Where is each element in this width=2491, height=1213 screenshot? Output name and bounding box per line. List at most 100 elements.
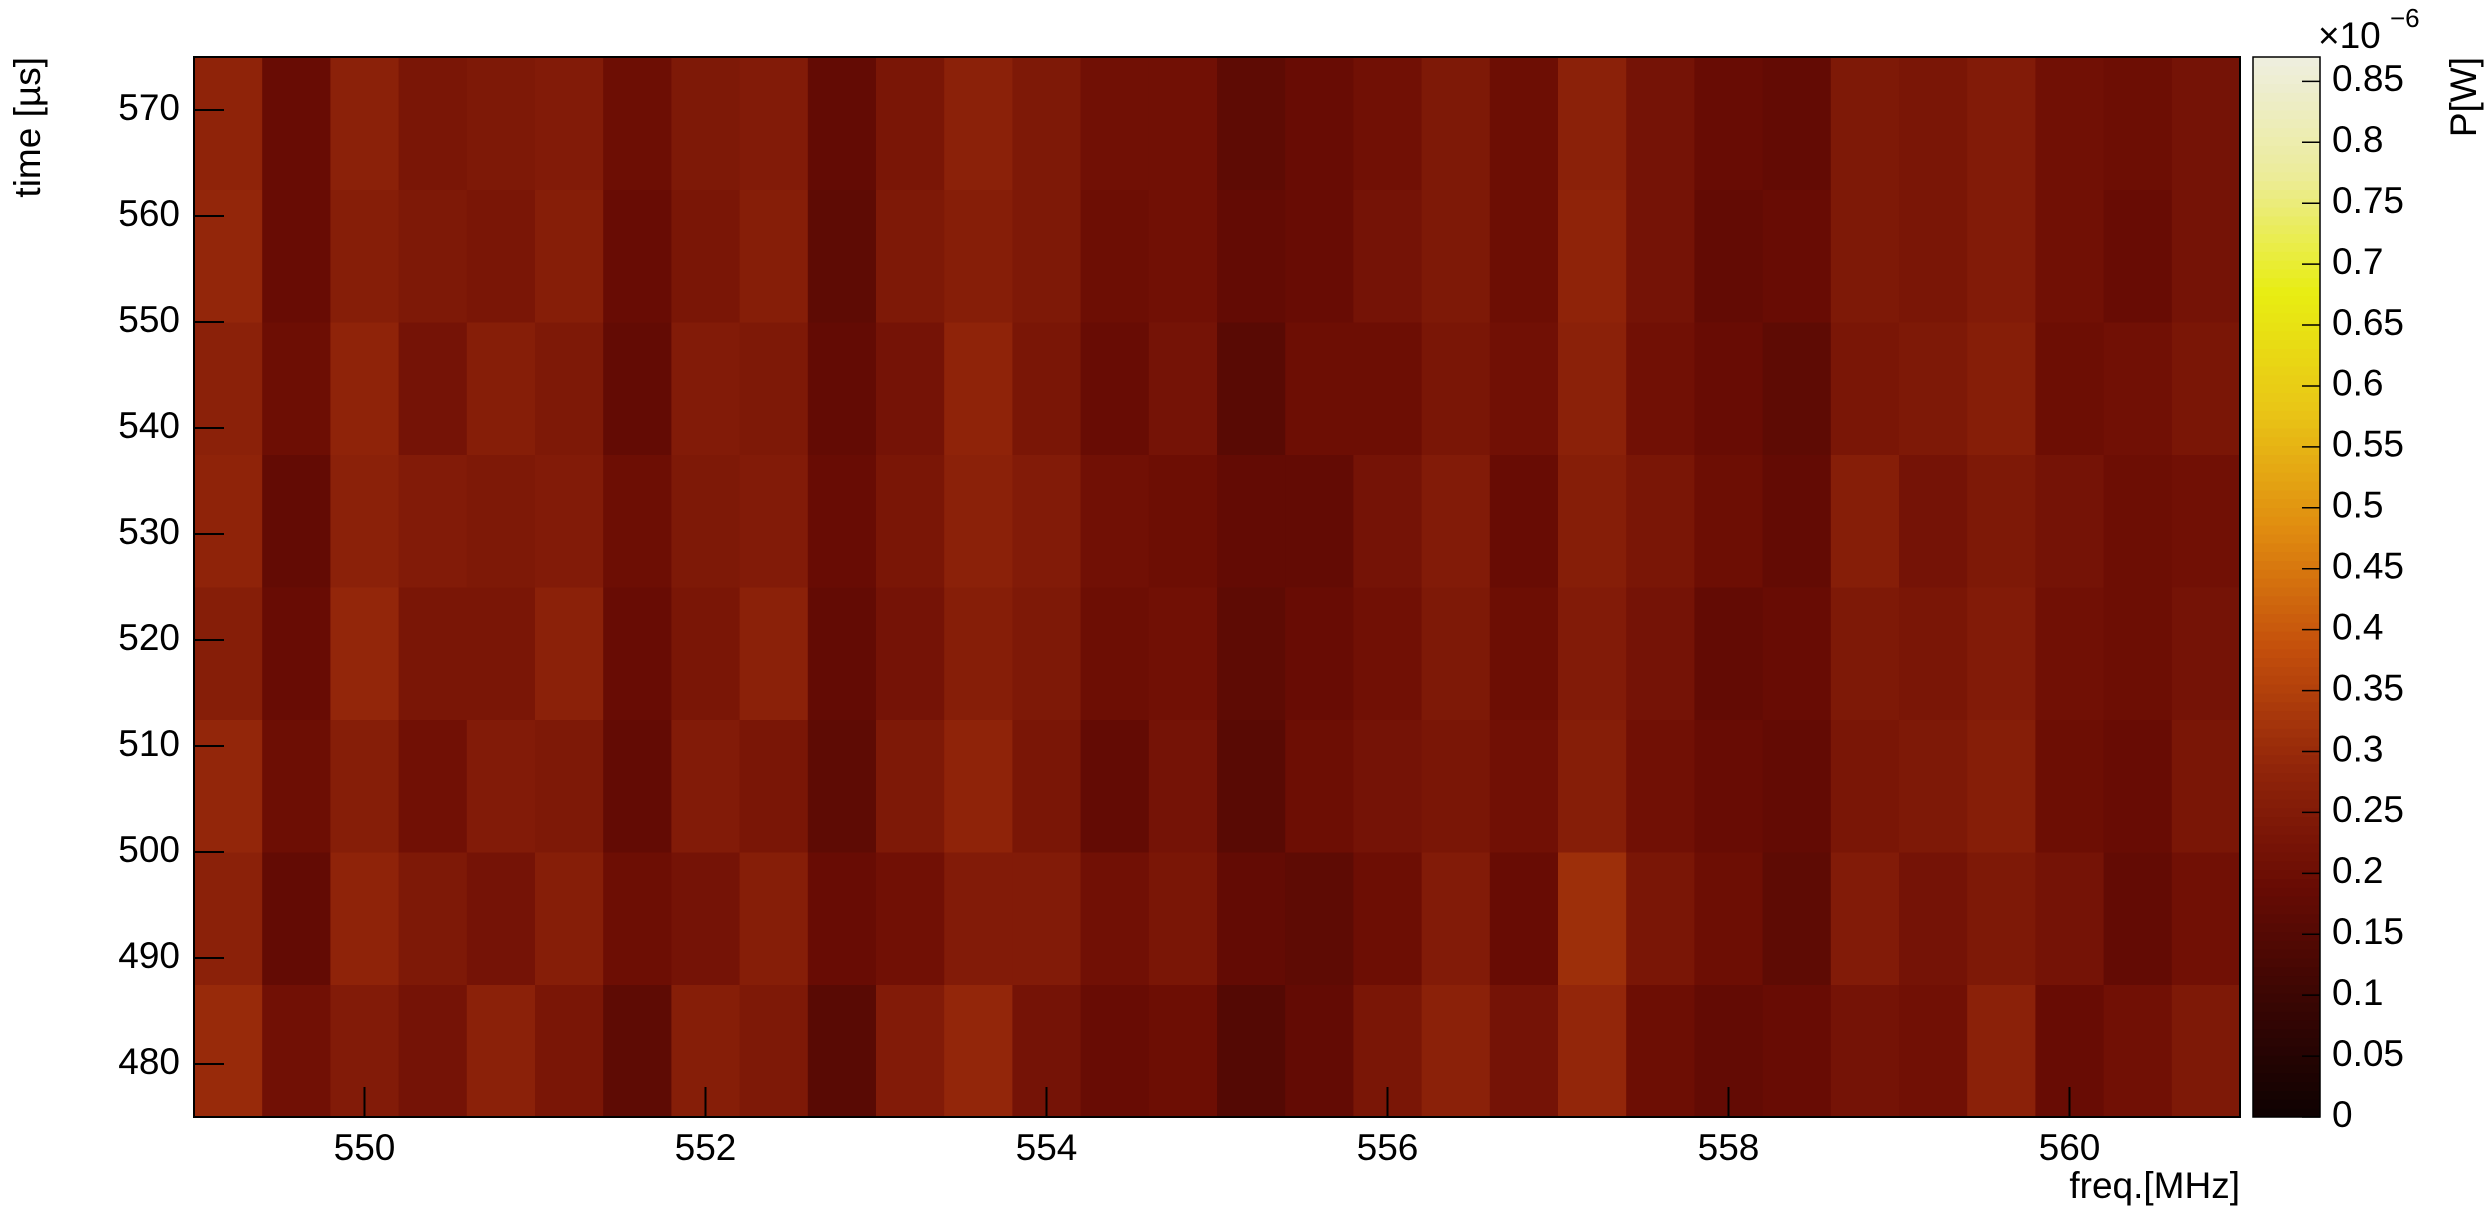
colorbar-band bbox=[2253, 1019, 2320, 1030]
colorbar-band bbox=[2253, 110, 2320, 120]
colorbar-band bbox=[2253, 710, 2320, 720]
colorbar-band bbox=[2253, 83, 2320, 93]
colorbar-band bbox=[2253, 313, 2320, 323]
heatmap-cell bbox=[535, 57, 604, 190]
heatmap-cell bbox=[1489, 984, 1559, 1118]
colorbar-band bbox=[2253, 525, 2320, 535]
heatmap-cell bbox=[876, 719, 945, 853]
y-tick-label: 540 bbox=[118, 405, 180, 446]
heatmap-cell bbox=[1830, 984, 1900, 1118]
heatmap-cell bbox=[739, 852, 809, 985]
heatmap-cell bbox=[1967, 57, 2036, 190]
heatmap-cell bbox=[1217, 852, 1286, 985]
heatmap-cell bbox=[1899, 322, 1968, 455]
colorbar-band bbox=[2253, 1011, 2320, 1021]
colorbar-band bbox=[2253, 746, 2320, 756]
colorbar-band bbox=[2253, 843, 2320, 853]
heatmap-cell bbox=[398, 57, 468, 190]
heatmap-cell bbox=[603, 852, 672, 985]
y-tick-label: 510 bbox=[118, 723, 180, 764]
heatmap-cell bbox=[262, 852, 331, 985]
heatmap-cell bbox=[1217, 454, 1286, 588]
colorbar-band bbox=[2253, 163, 2320, 173]
heatmap-cell bbox=[262, 189, 331, 323]
heatmap-cell bbox=[807, 852, 877, 985]
colorbar-band bbox=[2253, 825, 2320, 835]
heatmap-cell bbox=[330, 454, 400, 588]
heatmap-cell bbox=[2035, 454, 2105, 588]
heatmap-cell bbox=[535, 852, 604, 985]
heatmap-cell bbox=[1558, 189, 1627, 323]
heatmap-cell bbox=[535, 984, 604, 1118]
heatmap-cell bbox=[603, 454, 672, 588]
colorbar-band bbox=[2253, 295, 2320, 305]
colorbar-band bbox=[2253, 860, 2320, 871]
heatmap-cell bbox=[262, 587, 331, 720]
heatmap-cell bbox=[1489, 189, 1559, 323]
x-tick-label: 554 bbox=[1016, 1127, 1078, 1168]
heatmap-cell bbox=[2103, 719, 2173, 853]
heatmap-cell bbox=[1694, 719, 1764, 853]
heatmap-cell bbox=[1626, 852, 1695, 985]
y-tick-label: 560 bbox=[118, 193, 180, 234]
colorbar-band bbox=[2253, 595, 2320, 606]
colorbar-band bbox=[2253, 790, 2320, 800]
x-tick-label: 558 bbox=[1698, 1127, 1760, 1168]
heatmap-cell bbox=[398, 587, 468, 720]
heatmap-cell bbox=[1762, 57, 1832, 190]
heatmap-cell bbox=[603, 322, 672, 455]
heatmap-cell bbox=[1353, 454, 1423, 588]
heatmap-cell bbox=[535, 454, 604, 588]
colorbar-band bbox=[2253, 958, 2320, 968]
heatmap-cell bbox=[330, 322, 400, 455]
colorbar-band bbox=[2253, 428, 2320, 438]
x-tick-label: 560 bbox=[2039, 1127, 2101, 1168]
heatmap-cell bbox=[2035, 719, 2105, 853]
heatmap-cell bbox=[876, 984, 945, 1118]
heatmap-cell bbox=[1080, 322, 1150, 455]
heatmap-cell bbox=[1148, 322, 1218, 455]
heatmap-cell bbox=[807, 984, 877, 1118]
heatmap-cell bbox=[2103, 587, 2173, 720]
colorbar-tick-label: 0.5 bbox=[2332, 485, 2383, 526]
colorbar-band bbox=[2253, 92, 2320, 102]
heatmap-cell bbox=[1694, 587, 1764, 720]
heatmap-cell bbox=[398, 454, 468, 588]
heatmap-cell bbox=[1148, 852, 1218, 985]
colorbar-band bbox=[2253, 887, 2320, 897]
heatmap-cell bbox=[1489, 587, 1559, 720]
heatmap-cell bbox=[535, 587, 604, 720]
heatmap-cell bbox=[1967, 587, 2036, 720]
heatmap-cell bbox=[466, 454, 536, 588]
heatmap-cell bbox=[1489, 454, 1559, 588]
heatmap-cell bbox=[2035, 587, 2105, 720]
heatmap-cell bbox=[1012, 57, 1082, 190]
heatmap-cell bbox=[2103, 454, 2173, 588]
heatmap-cell bbox=[466, 719, 536, 853]
heatmap-cell bbox=[194, 852, 263, 985]
colorbar-band bbox=[2253, 1028, 2320, 1038]
heatmap-cell bbox=[1285, 454, 1354, 588]
colorbar-tick-label: 0.55 bbox=[2332, 424, 2404, 465]
heatmap-cell bbox=[944, 984, 1013, 1118]
colorbar-band bbox=[2253, 180, 2320, 190]
colorbar-tick-label: 0.1 bbox=[2332, 972, 2383, 1013]
colorbar-band bbox=[2253, 675, 2320, 685]
heatmap-cell bbox=[1899, 852, 1968, 985]
colorbar-band bbox=[2253, 587, 2320, 597]
heatmap-cell bbox=[194, 57, 263, 190]
colorbar-band bbox=[2253, 1108, 2320, 1118]
heatmap-cell bbox=[1080, 587, 1150, 720]
colorbar-band bbox=[2253, 551, 2320, 561]
heatmap-cell bbox=[1489, 57, 1559, 190]
heatmap-cell bbox=[466, 984, 536, 1118]
colorbar-multiplier: ×10 bbox=[2318, 15, 2381, 56]
colorbar-band bbox=[2253, 816, 2320, 826]
colorbar-band bbox=[2253, 516, 2320, 526]
colorbar-frame bbox=[2252, 56, 2321, 1118]
heatmap-cell bbox=[739, 587, 809, 720]
heatmap-cell bbox=[1967, 322, 2036, 455]
heatmap-cell bbox=[1148, 719, 1218, 853]
heatmap-cell bbox=[1421, 454, 1491, 588]
heatmap-cell bbox=[739, 454, 809, 588]
